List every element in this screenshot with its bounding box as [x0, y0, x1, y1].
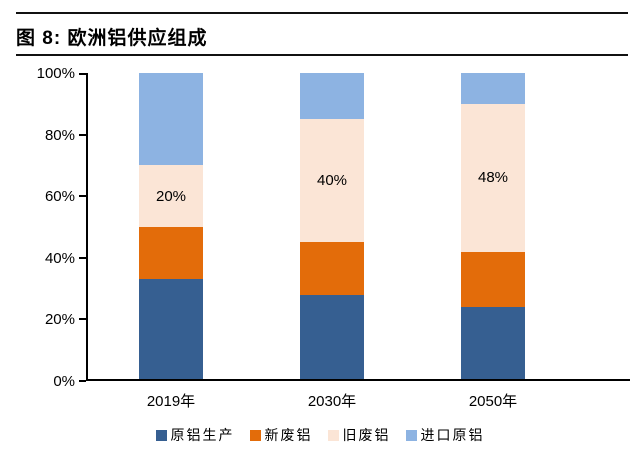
legend-item-新废铝: 新废铝 — [249, 425, 313, 445]
chart-legend: 原铝生产 新废铝 旧废铝 进口原铝 — [0, 425, 640, 445]
legend-swatch-icon — [155, 429, 167, 441]
bar-segment-旧废铝: 20% — [139, 165, 203, 227]
bar-segment-进口原铝 — [461, 73, 525, 104]
y-tick-mark — [79, 380, 86, 382]
plot-area: 20% 40% 48% — [79, 73, 630, 382]
legend-label: 原铝生产 — [170, 427, 235, 443]
legend-item-原铝生产: 原铝生产 — [155, 425, 235, 445]
bar-segment-原铝生产 — [139, 279, 203, 381]
bar-segment-旧废铝: 40% — [300, 119, 364, 243]
legend-item-进口原铝: 进口原铝 — [405, 425, 485, 445]
legend-swatch-icon — [327, 429, 339, 441]
bar-segment-进口原铝 — [300, 73, 364, 120]
figure-title: 图 8: 欧洲铝供应组成 — [16, 28, 208, 49]
x-category-label: 2030年 — [307, 393, 357, 410]
legend-swatch-icon — [249, 429, 261, 441]
data-label: 20% — [155, 187, 187, 205]
legend-label: 新废铝 — [264, 427, 313, 443]
legend-swatch-icon — [405, 429, 417, 441]
y-tick-mark — [79, 133, 86, 136]
bar-segment-原铝生产 — [300, 294, 364, 381]
bar-segment-新废铝 — [139, 227, 203, 280]
y-tick-mark — [79, 318, 86, 321]
x-category-label: 2019年 — [146, 393, 196, 410]
y-tick-label: 80% — [44, 126, 75, 144]
y-tick-mark — [79, 256, 86, 259]
bar-segment-进口原铝 — [139, 73, 203, 166]
y-axis-line — [86, 73, 88, 381]
x-axis-line — [86, 379, 630, 381]
bar-segment-新废铝 — [300, 242, 364, 295]
bar-segment-原铝生产 — [461, 307, 525, 381]
legend-label: 进口原铝 — [420, 427, 485, 443]
y-tick-label: 40% — [44, 249, 75, 267]
data-label: 48% — [477, 169, 509, 187]
title-underline-rule — [16, 54, 628, 56]
bar-segment-旧废铝: 48% — [461, 103, 525, 252]
legend-item-旧废铝: 旧废铝 — [327, 425, 391, 445]
y-tick-mark — [79, 73, 86, 75]
y-tick-label: 0% — [53, 373, 75, 390]
bar-segment-新废铝 — [461, 251, 525, 308]
y-tick-label: 100% — [36, 65, 75, 82]
y-tick-mark — [79, 195, 86, 198]
data-label: 40% — [316, 172, 348, 190]
legend-label: 旧废铝 — [342, 427, 391, 443]
x-axis-labels: 2019年 2030年 2050年 — [86, 390, 630, 410]
x-category-label: 2050年 — [468, 393, 518, 410]
y-axis-labels: 0% 20% 40% 60% 80% 100% — [0, 65, 75, 390]
y-tick-label: 60% — [44, 188, 75, 206]
y-tick-label: 20% — [44, 311, 75, 329]
top-rule — [16, 12, 628, 14]
